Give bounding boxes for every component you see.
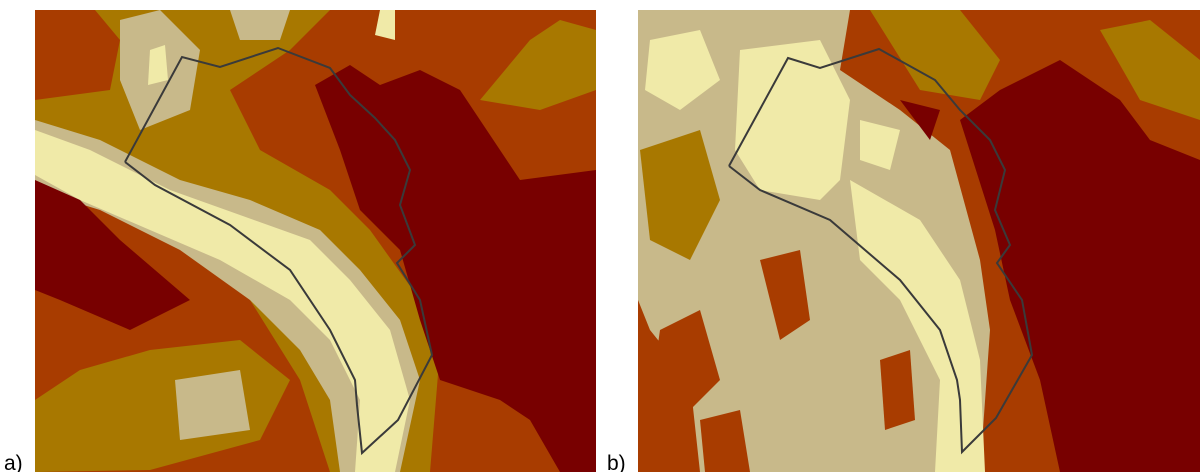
panel-label: a) xyxy=(4,452,23,472)
map-panel-a xyxy=(35,10,596,472)
figure: a) b) xyxy=(0,0,1200,472)
map-panel-b xyxy=(638,10,1200,472)
panel-label: b) xyxy=(607,452,626,472)
